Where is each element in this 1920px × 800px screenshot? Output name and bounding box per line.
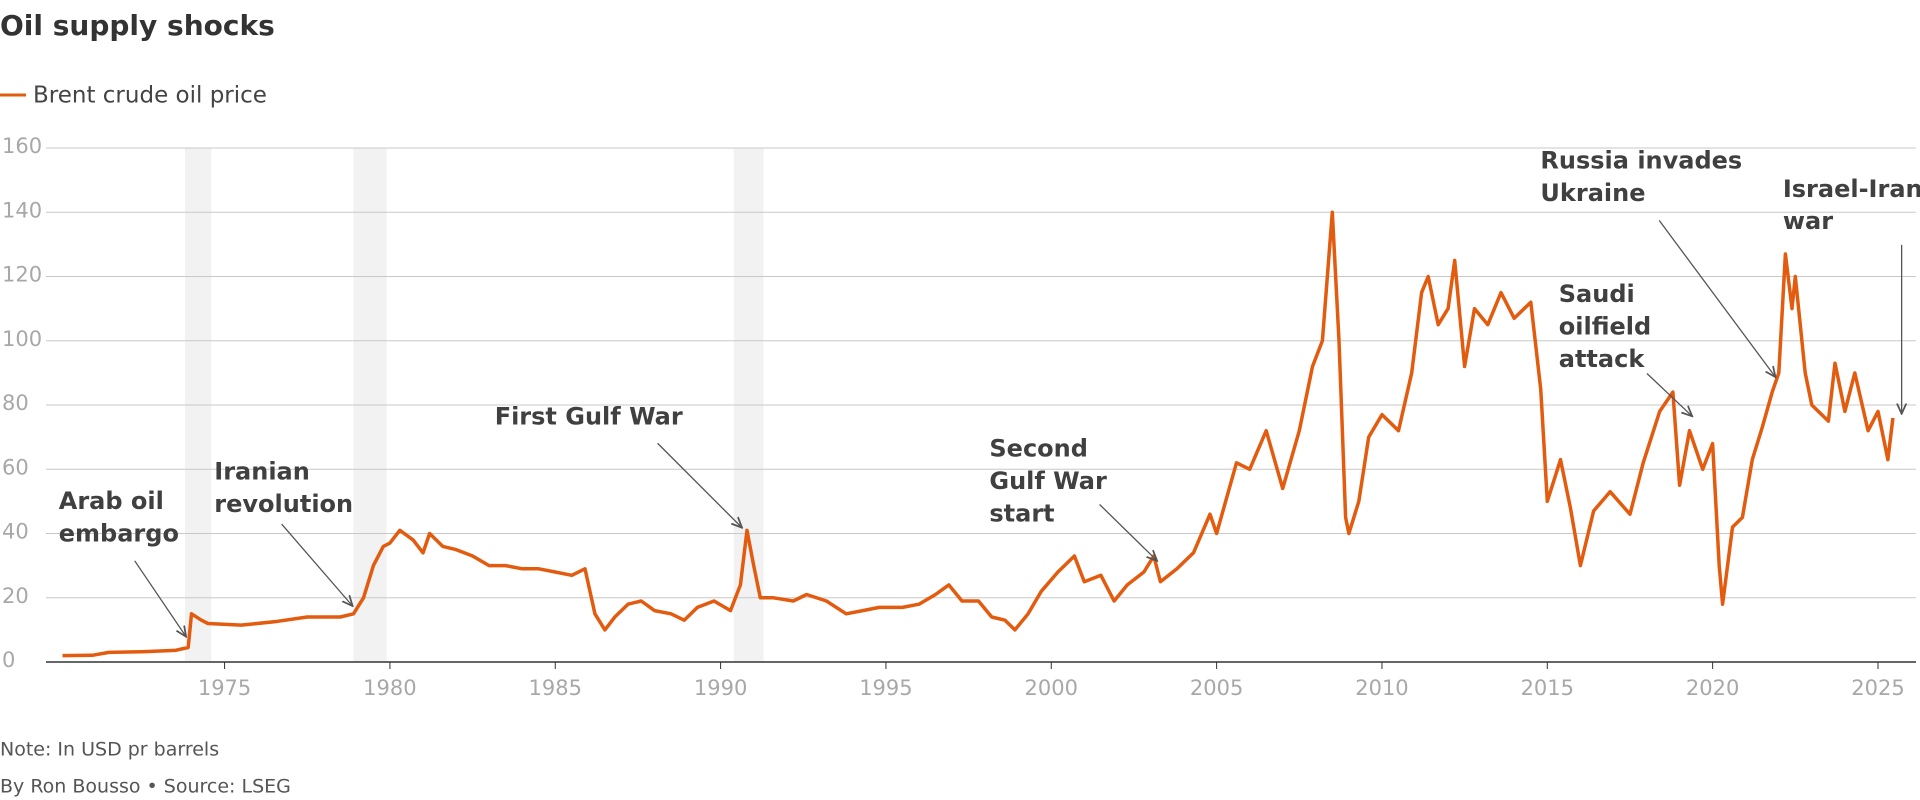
- y-tick-label: 160: [2, 134, 42, 158]
- annotation: Ukraine: [1540, 179, 1645, 207]
- y-tick-label: 140: [2, 198, 42, 222]
- price-line: [62, 210, 1895, 658]
- annotation-arrow: [657, 442, 742, 527]
- y-tick-label: 100: [2, 327, 42, 351]
- y-tick-label: 0: [2, 648, 15, 672]
- annotation: Arab oil: [59, 487, 164, 515]
- y-tick-label: 20: [2, 584, 29, 608]
- x-tick-label: 1985: [529, 676, 582, 700]
- legend-label: Brent crude oil price: [33, 83, 267, 109]
- annotation: oilfield: [1559, 313, 1651, 341]
- annotation: attack: [1559, 345, 1646, 373]
- x-tick-label: 2010: [1355, 676, 1408, 700]
- y-tick-label: 60: [2, 455, 29, 479]
- x-tick-label: 2000: [1025, 676, 1078, 700]
- x-tick-label: 1990: [694, 676, 747, 700]
- annotation: First Gulf War: [495, 403, 683, 431]
- source: By Ron Bousso • Source: LSEG: [0, 776, 291, 798]
- annotation: Saudi: [1559, 280, 1635, 308]
- y-tick-label: 40: [2, 520, 29, 544]
- x-tick-label: 2015: [1521, 676, 1574, 700]
- x-tick-label: 2020: [1686, 676, 1739, 700]
- annotation: Israel-Iran: [1783, 175, 1920, 203]
- y-tick-label: 80: [2, 391, 29, 415]
- annotation: Iranian: [214, 458, 310, 486]
- annotation-arrow: [1646, 372, 1692, 416]
- annotation-arrow: [134, 560, 186, 637]
- chart-title: Oil supply shocks: [0, 9, 275, 42]
- annotation: Gulf War: [989, 467, 1107, 495]
- x-tick-label: 1980: [363, 676, 416, 700]
- x-tick-label: 1975: [198, 676, 251, 700]
- annotation-arrow: [281, 523, 353, 606]
- annotation: start: [989, 499, 1054, 527]
- annotation: revolution: [214, 490, 353, 518]
- annotation: war: [1783, 207, 1833, 235]
- note: Note: In USD pr barrels: [0, 739, 219, 761]
- annotation-arrow: [1658, 220, 1775, 377]
- annotation: embargo: [59, 519, 179, 547]
- x-tick-label: 2025: [1851, 676, 1904, 700]
- annotation: Second: [989, 434, 1088, 462]
- y-tick-label: 120: [2, 263, 42, 287]
- x-tick-label: 1995: [859, 676, 912, 700]
- annotation: Russia invades: [1540, 147, 1742, 175]
- x-tick-label: 2005: [1190, 676, 1243, 700]
- annotation-arrow: [1099, 504, 1158, 560]
